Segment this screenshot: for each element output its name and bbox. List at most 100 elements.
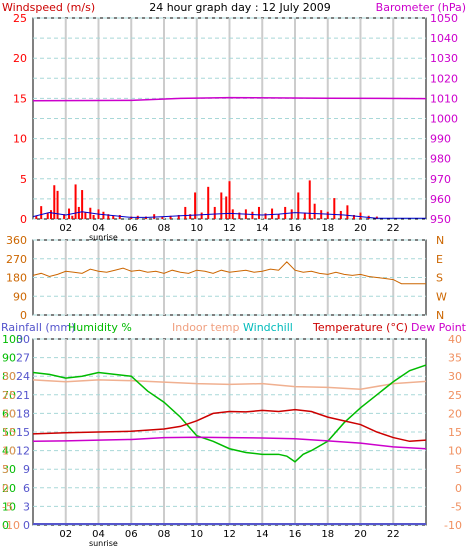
barometer-tick-label: 950 [430, 213, 451, 226]
rainfall-tick-label: 3 [23, 500, 30, 513]
barometer-tick-label: 980 [430, 153, 451, 166]
hour-tick-label: 12 [223, 529, 236, 540]
windspeed-bar [84, 212, 87, 219]
temp-left-tick-label: -5 [2, 500, 13, 513]
barometer-tick-label: 1040 [430, 32, 458, 45]
barometer-tick-label: 1030 [430, 52, 458, 65]
windspeed-bar [333, 198, 336, 219]
legend-humidity: Humidity % [68, 321, 132, 334]
direction-tick-label: 270 [6, 253, 27, 266]
hour-tick-label: 22 [387, 223, 400, 234]
hour-tick-label: 04 [92, 223, 105, 234]
temp-right-tick-label: 25 [448, 389, 462, 402]
rainfall-tick-label: 6 [23, 482, 30, 495]
temp-left-tick-label: 15 [2, 426, 16, 439]
humidity-tick-label: 60 [2, 407, 16, 420]
windspeed-bar [290, 209, 293, 219]
direction-tick-label: 0 [20, 309, 27, 322]
rainfall-tick-label: 30 [16, 333, 30, 346]
rainfall-tick-label: 9 [23, 463, 30, 476]
compass-label: N [436, 234, 444, 247]
windspeed-bar [189, 214, 192, 219]
rainfall-tick-label: 24 [16, 370, 30, 383]
legend-windchill: Windchill [243, 321, 293, 334]
windspeed-bar [228, 181, 231, 219]
windspeed-bar [264, 213, 267, 219]
humidity-tick-label: 10 [2, 500, 16, 513]
grid-layer [33, 17, 426, 526]
hour-tick-label: 20 [354, 529, 367, 540]
windspeed-bar [77, 206, 80, 219]
hour-tick-label: 14 [256, 223, 269, 234]
windspeed-bar [50, 210, 53, 219]
windspeed-bar [46, 212, 49, 219]
data-layer [32, 96, 427, 525]
sunrise-label: sunrise [89, 233, 118, 242]
windspeed-bar [71, 215, 74, 219]
graph-title: 24 hour graph day : 12 July 2009 [149, 1, 331, 14]
indoor-temp-line [32, 379, 427, 390]
temp-right-tick-label: 40 [448, 333, 462, 346]
windspeed-bar [63, 214, 66, 219]
windspeed-bar [220, 192, 223, 219]
panel1-right-label: Barometer (hPa) [376, 1, 466, 14]
windspeed-bar [251, 211, 254, 219]
windspeed-bar [213, 206, 216, 219]
temperature-line [32, 408, 427, 443]
hour-tick-label: 12 [223, 223, 236, 234]
windspeed-bar [359, 212, 362, 219]
hour-tick-label: 08 [158, 223, 171, 234]
windspeed-bar [107, 214, 110, 219]
temp-right-tick-label: 0 [455, 482, 462, 495]
windspeed-bar [320, 210, 323, 219]
windspeed-bar [68, 208, 71, 219]
windspeed-bar [297, 192, 300, 219]
rainfall-tick-label: 15 [16, 426, 30, 439]
windspeed-bar [92, 214, 95, 219]
temp-left-tick-label: 30 [2, 370, 16, 383]
hour-tick-label: 10 [190, 529, 203, 540]
humidity-tick-label: 20 [2, 482, 16, 495]
barometer-tick-label: 1020 [430, 72, 458, 85]
humidity-tick-label: 70 [2, 389, 16, 402]
humidity-tick-label: 50 [2, 426, 16, 439]
windspeed-bar [53, 185, 56, 219]
hour-tick-label: 18 [321, 223, 334, 234]
humidity-tick-label: 40 [2, 445, 16, 458]
windspeed-bar [112, 215, 115, 219]
windspeed-bar [225, 196, 228, 219]
hour-tick-label: 10 [190, 223, 203, 234]
windspeed-bar [271, 208, 274, 219]
windspeed-bar [81, 190, 84, 219]
panel1-left-label: Windspeed (m/s) [2, 1, 95, 14]
humidity-tick-label: 100 [2, 333, 23, 346]
hour-tick-label: 18 [321, 529, 334, 540]
direction-tick-label: 360 [6, 234, 27, 247]
temp-left-tick-label: 20 [2, 407, 16, 420]
direction-tick-label: 90 [13, 290, 27, 303]
barometer-tick-label: 990 [430, 133, 451, 146]
rainfall-tick-label: 12 [16, 445, 30, 458]
windspeed-bar [161, 216, 164, 219]
barometer-tick-label: 970 [430, 173, 451, 186]
windspeed-tick-label: 25 [13, 12, 27, 25]
temp-left-tick-label: 10 [2, 445, 16, 458]
hour-tick-label: 20 [354, 223, 367, 234]
legend-temperature: Temperature (°C) [312, 321, 408, 334]
windspeed-bar [118, 214, 121, 219]
temp-right-tick-label: 5 [455, 463, 462, 476]
legend-dew-point: Dew Point [411, 321, 467, 334]
windspeed-tick-label: 10 [13, 133, 27, 146]
windspeed-bar [200, 212, 203, 219]
temp-right-tick-label: 30 [448, 370, 462, 383]
temp-left-tick-label: 25 [2, 389, 16, 402]
windspeed-bar [284, 206, 287, 219]
windspeed-bar [169, 215, 172, 219]
windspeed-bar [184, 206, 187, 219]
rainfall-tick-label: 0 [23, 519, 30, 532]
barometer-line [32, 96, 427, 102]
hour-tick-label: 22 [387, 529, 400, 540]
rainfall-tick-label: 21 [16, 389, 30, 402]
